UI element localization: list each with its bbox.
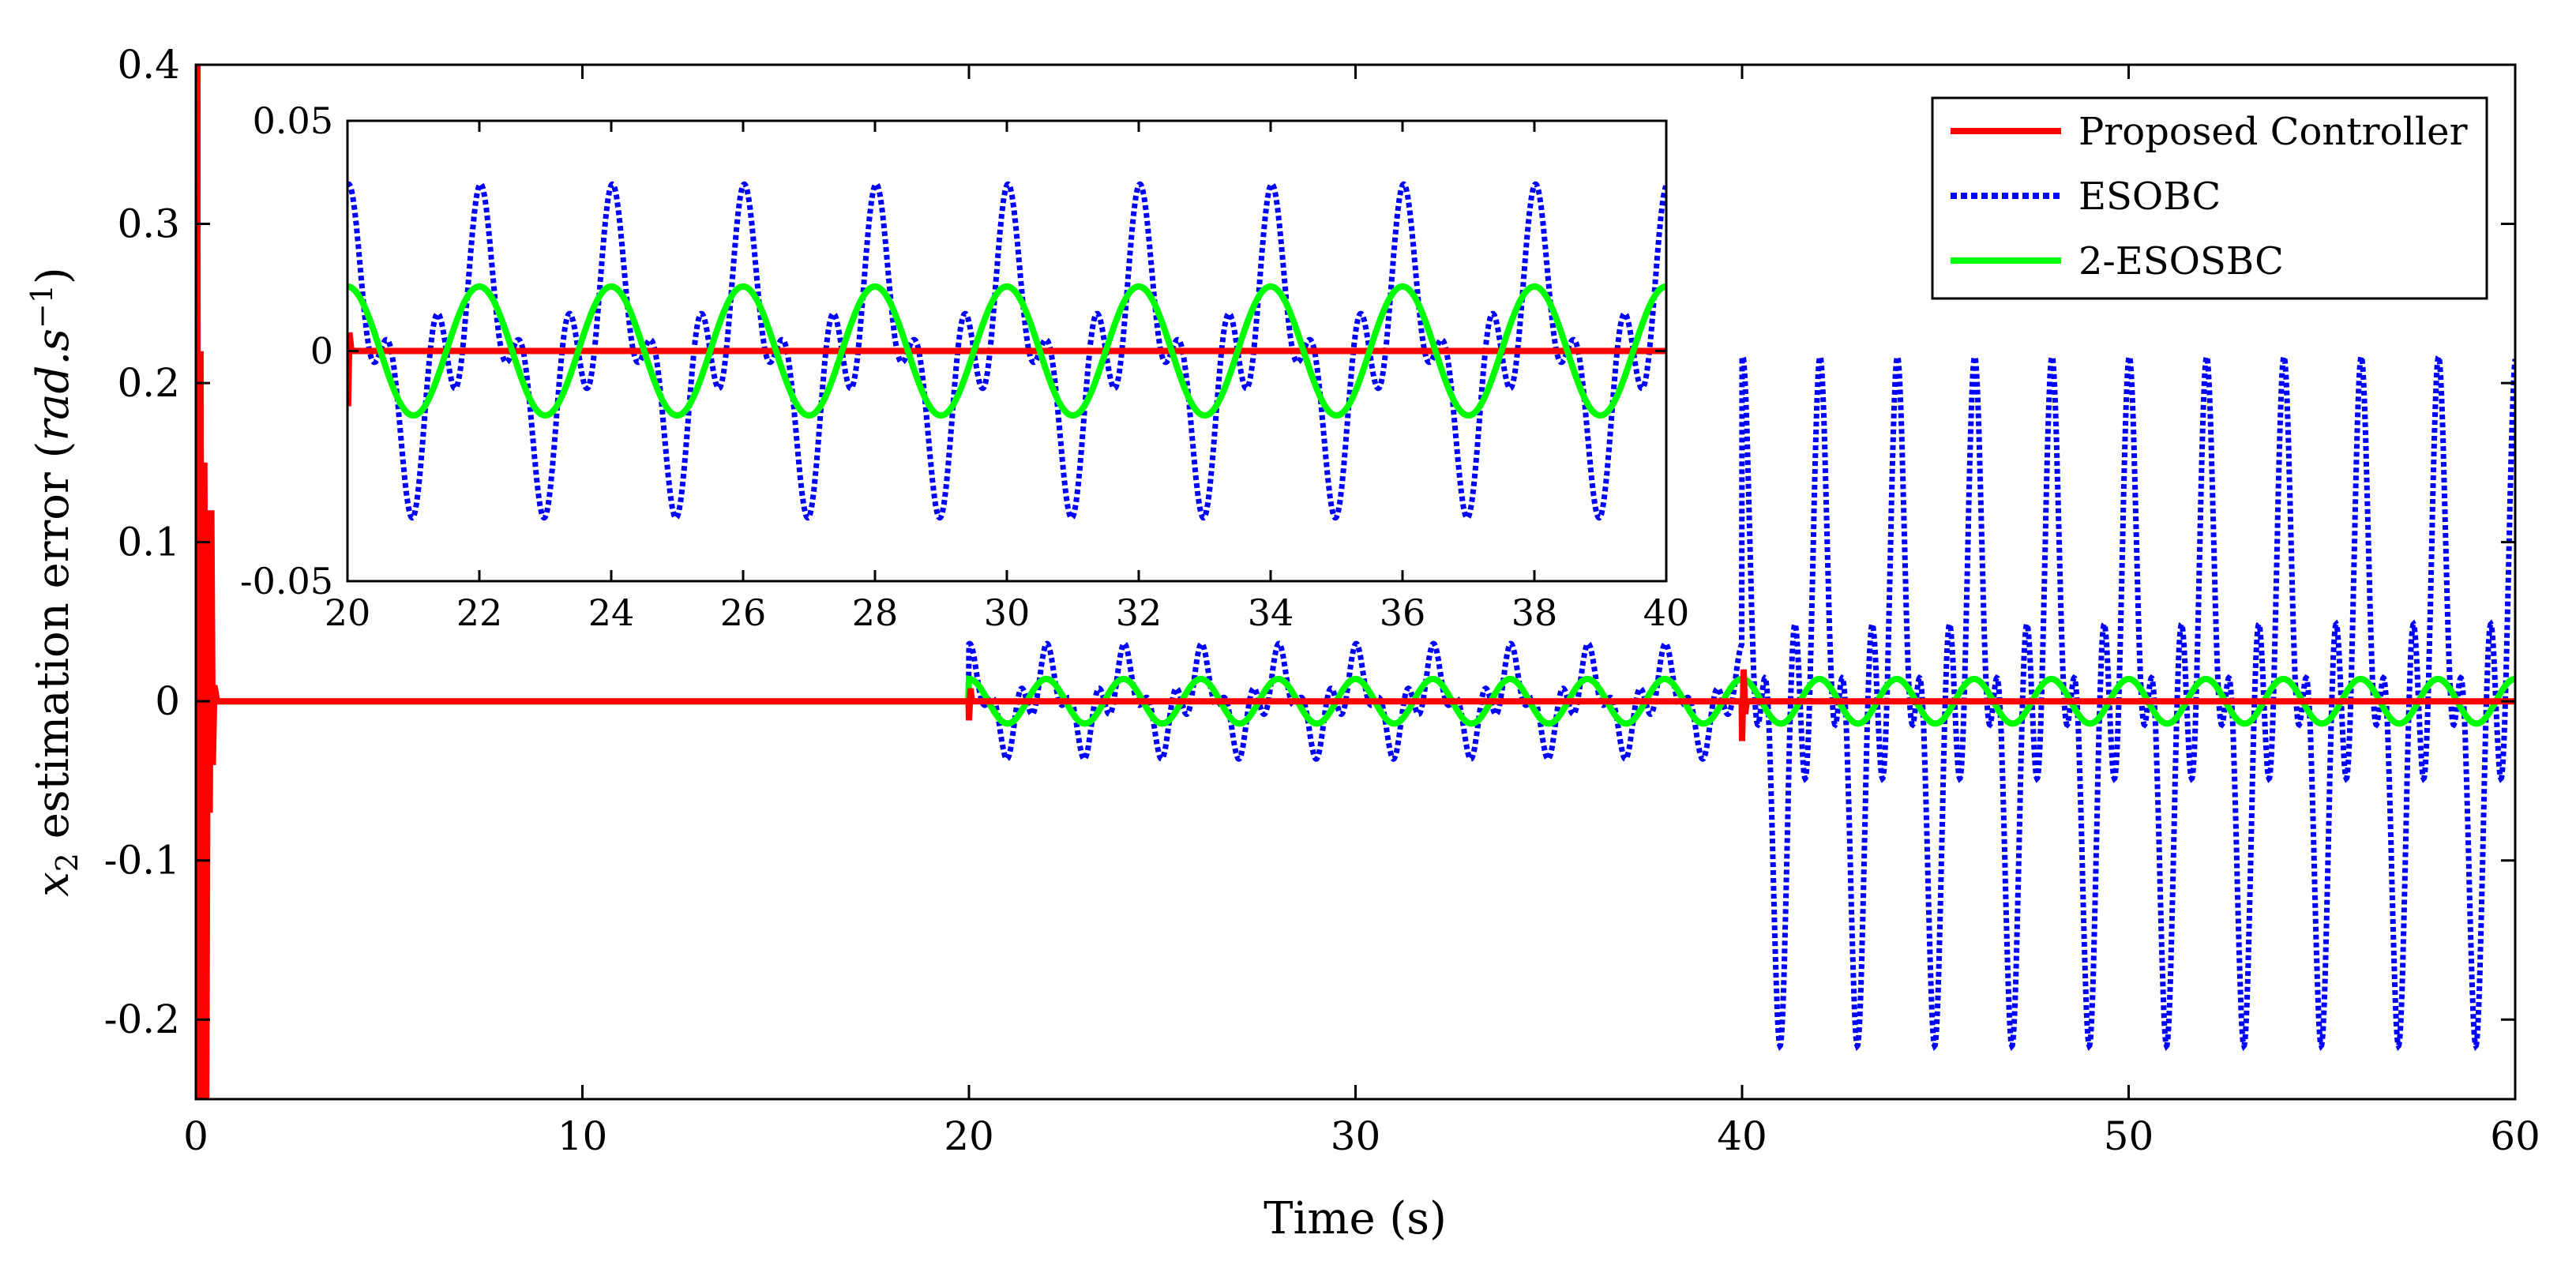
main-y-ticks: -0.2 -0.1 0 0.1 0.2 0.3 0.4: [104, 42, 2515, 1042]
inset-x-ticks: 20 22 24 26 28 30 32 34 36 38 40: [325, 121, 1690, 634]
x-tick-label: 20: [944, 1113, 994, 1159]
inset-x-tick-label: 28: [852, 591, 899, 634]
inset-x-tick-label: 38: [1511, 591, 1558, 634]
y-axis-label-unit: rad.s: [28, 328, 79, 441]
inset-x-tick-label: 30: [984, 591, 1031, 634]
inset-x-tick-label: 22: [456, 591, 503, 634]
legend-entries: Proposed Controller ESOBC 2-ESOSBC: [1951, 110, 2468, 283]
y-tick-label: 0.2: [117, 360, 180, 406]
esobc-line: [196, 351, 2515, 1052]
inset-x-tick-label: 36: [1380, 591, 1426, 634]
inset-y-ticks: -0.05 0 0.05: [240, 99, 1666, 602]
y-axis-label-var: x: [28, 872, 79, 897]
y-axis-label-text: estimation error (: [28, 441, 79, 853]
legend-label: ESOBC: [2078, 175, 2221, 219]
main-x-ticks: 0 10 20 30 40 50 60: [183, 65, 2540, 1159]
legend-label: 2-ESOSBC: [2078, 239, 2284, 283]
inset-x-tick-label: 26: [720, 591, 767, 634]
x-tick-label: 30: [1331, 1113, 1381, 1159]
main-axes: 0 10 20 30 40 50 60 -0.2-0.100.10.20.30.4 Time…: [24, 42, 2540, 1244]
x-tick-label: 60: [2490, 1113, 2540, 1159]
y-axis-label: x2 estimation error (rad.s−1): [24, 267, 84, 897]
y-tick-label: 0.1: [117, 520, 180, 565]
inset-x-tick-label: 34: [1248, 591, 1294, 634]
y-tick-label: -0.1: [104, 838, 180, 884]
proposed-controller-line: [196, 65, 2515, 1099]
inset-2-esosbc-line: [347, 283, 1666, 419]
inset-x-tick-label: 40: [1643, 591, 1690, 634]
x-tick-label: 50: [2104, 1113, 2154, 1159]
inset-y-tick-label: 0.05: [253, 99, 333, 142]
x-axis-label: Time (s): [1264, 1193, 1447, 1244]
inset-axes: 20 22 24 26 28 30 32 34 36 38 40 -0.05 0 0.05: [240, 99, 1689, 634]
legend: Proposed Controller ESOBC 2-ESOSBC: [1931, 96, 2488, 300]
x-tick-label: 0: [183, 1113, 208, 1159]
inset-y-tick-label: 0: [310, 330, 333, 373]
inset-y-tick-label: -0.05: [240, 560, 333, 602]
y-tick-label: -0.2: [104, 996, 180, 1042]
x-tick-label: 40: [1717, 1113, 1767, 1159]
legend-label: Proposed Controller: [2078, 110, 2468, 154]
y-axis-label-sub: 2: [50, 853, 84, 872]
y-axis-label-end: ): [28, 267, 79, 284]
y-tick-label: 0: [155, 678, 180, 724]
y-tick-label: 0.4: [117, 42, 180, 88]
y-axis-label-sup: −1: [24, 284, 59, 328]
inset-x-tick-label: 32: [1116, 591, 1162, 634]
x-tick-label: 10: [558, 1113, 608, 1159]
inset-x-tick-label: 24: [588, 591, 635, 634]
inset-x-tick-label: 20: [325, 591, 371, 634]
y-tick-label: 0.3: [117, 201, 180, 247]
